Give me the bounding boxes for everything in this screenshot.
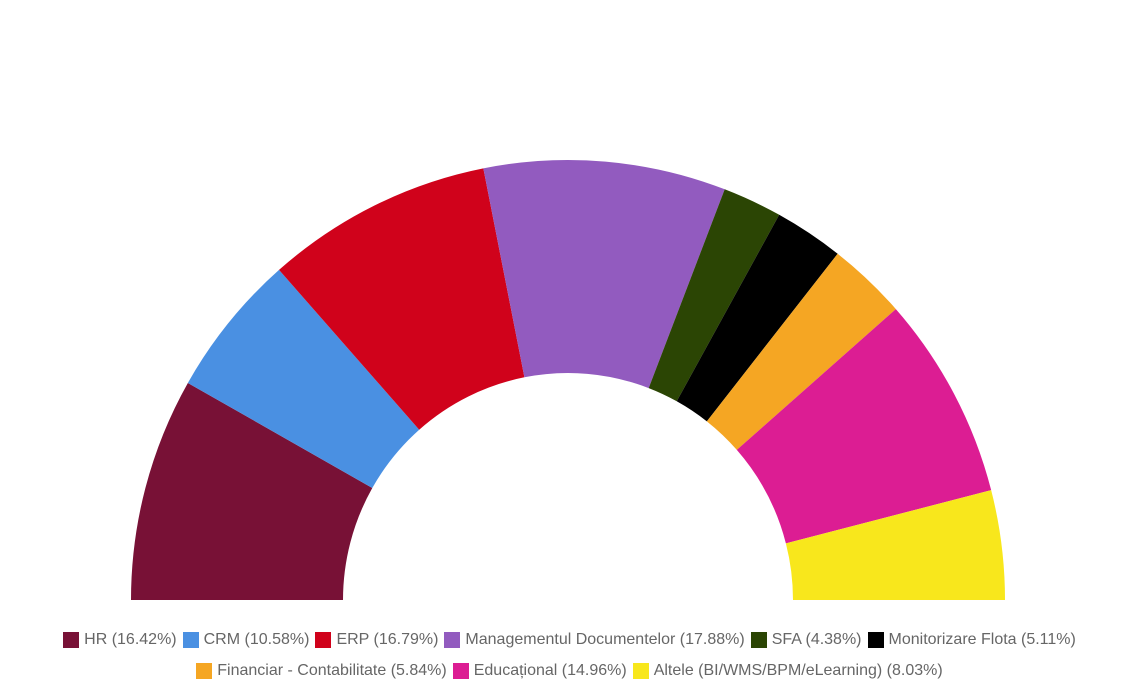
- legend-item[interactable]: CRM (10.58%): [182, 631, 310, 649]
- slice-5[interactable]: [676, 214, 838, 422]
- legend-item[interactable]: ERP (16.79%): [315, 631, 438, 649]
- legend-swatch: [867, 632, 884, 648]
- legend-label: CRM (10.58%): [203, 631, 310, 648]
- legend-swatch: [182, 632, 199, 648]
- legend-item[interactable]: HR (16.42%): [63, 631, 177, 649]
- slice-7[interactable]: [736, 309, 992, 544]
- legend-row-1: HR (16.42%) CRM (10.58%) ERP (16.79%) Manag…: [0, 631, 1145, 649]
- legend-item[interactable]: Managementul Documentelor (17.88%): [444, 631, 745, 649]
- slice-0[interactable]: [131, 382, 373, 600]
- legend-swatch: [315, 632, 332, 648]
- legend-label: Altele (BI/WMS/BPM/eLearning) (8.03%): [653, 662, 943, 679]
- legend-item[interactable]: Altele (BI/WMS/BPM/eLearning) (8.03%): [632, 662, 943, 680]
- legend-label: Educațional (14.96%): [473, 662, 627, 679]
- legend-swatch: [452, 663, 469, 679]
- slice-4[interactable]: [648, 189, 780, 402]
- legend-swatch: [444, 632, 461, 648]
- slice-1[interactable]: [187, 269, 420, 489]
- legend-label: ERP (16.79%): [336, 631, 439, 648]
- legend-item[interactable]: Financiar - Contabilitate (5.84%): [196, 662, 447, 680]
- legend-label: HR (16.42%): [84, 631, 177, 648]
- legend-swatch: [63, 632, 80, 648]
- slice-8[interactable]: [785, 490, 1005, 600]
- legend-swatch: [196, 663, 213, 679]
- legend-item[interactable]: Educațional (14.96%): [452, 662, 627, 680]
- slice-2[interactable]: [279, 168, 525, 430]
- legend-label: Financiar - Contabilitate (5.84%): [217, 662, 447, 679]
- legend-item[interactable]: SFA (4.38%): [750, 631, 862, 649]
- slice-3[interactable]: [483, 159, 725, 389]
- legend-swatch: [750, 632, 767, 648]
- legend-label: SFA (4.38%): [771, 631, 862, 648]
- legend-label: Managementul Documentelor (17.88%): [465, 631, 745, 648]
- legend-swatch: [632, 663, 649, 679]
- slice-6[interactable]: [706, 253, 896, 450]
- legend-item[interactable]: Monitorizare Flota (5.11%): [867, 631, 1076, 649]
- legend-label: Monitorizare Flota (5.11%): [888, 631, 1076, 648]
- legend-row-2: Financiar - Contabilitate (5.84%) Educați…: [0, 662, 1145, 680]
